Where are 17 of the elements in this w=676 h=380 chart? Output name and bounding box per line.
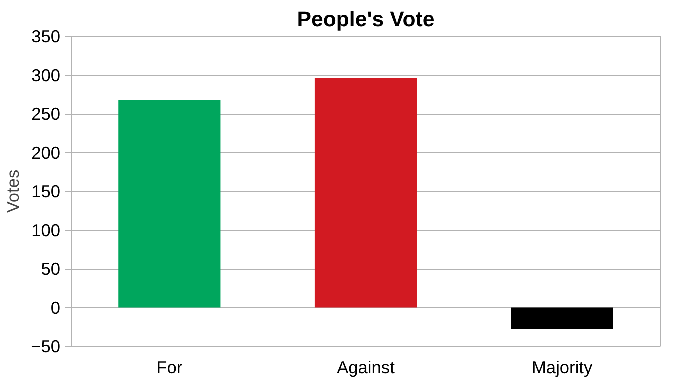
y-tick-label: 0 [50, 298, 61, 318]
chart-title: People's Vote [297, 8, 435, 32]
y-tick-label: 350 [32, 26, 61, 46]
y-tick-label: 250 [32, 104, 61, 124]
bar [118, 100, 221, 308]
y-tick-label: 50 [41, 259, 61, 279]
y-tick-label: 300 [32, 65, 61, 86]
x-tick-label: Against [337, 358, 396, 378]
bar [314, 78, 418, 308]
y-tick-label: 150 [32, 182, 61, 202]
y-tick-label: −50 [31, 336, 61, 356]
y-tick-label: 200 [32, 142, 61, 163]
y-tick-label: 100 [32, 220, 61, 240]
bar [511, 308, 614, 330]
x-tick-label: For [156, 358, 183, 378]
y-axis-title: Votes [3, 169, 24, 214]
x-tick-label: Majority [532, 358, 593, 378]
